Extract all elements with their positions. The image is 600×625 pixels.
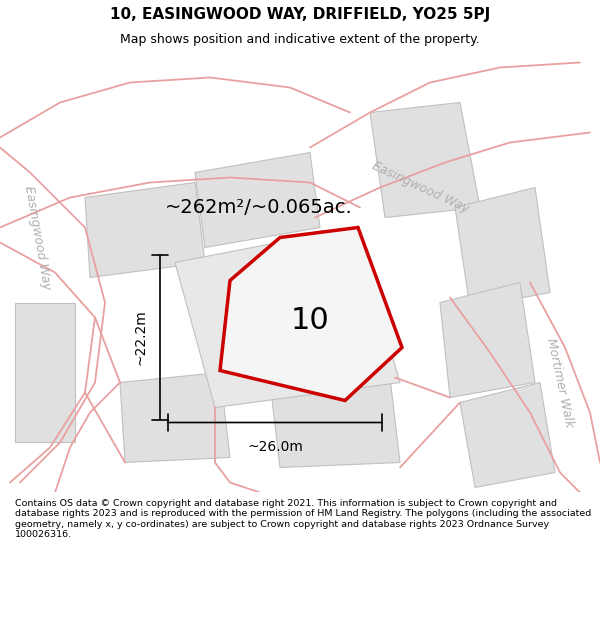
Polygon shape — [440, 282, 535, 398]
Polygon shape — [220, 228, 402, 401]
Polygon shape — [120, 372, 230, 462]
Polygon shape — [195, 152, 320, 248]
Polygon shape — [370, 102, 480, 218]
Text: ~262m²/~0.065ac.: ~262m²/~0.065ac. — [165, 198, 353, 217]
Polygon shape — [270, 378, 400, 468]
Text: 10: 10 — [290, 306, 329, 335]
Polygon shape — [455, 188, 550, 308]
Text: Contains OS data © Crown copyright and database right 2021. This information is : Contains OS data © Crown copyright and d… — [15, 499, 591, 539]
Polygon shape — [85, 182, 205, 278]
Text: ~22.2m: ~22.2m — [134, 309, 148, 366]
Text: Easingwood Way: Easingwood Way — [22, 184, 53, 291]
Polygon shape — [15, 302, 75, 442]
Text: 10, EASINGWOOD WAY, DRIFFIELD, YO25 5PJ: 10, EASINGWOOD WAY, DRIFFIELD, YO25 5PJ — [110, 6, 490, 21]
Text: ~26.0m: ~26.0m — [247, 441, 303, 454]
Polygon shape — [175, 228, 400, 408]
Polygon shape — [460, 382, 555, 488]
Text: Mortimer Walk: Mortimer Walk — [544, 337, 576, 428]
Text: Easingwood Way: Easingwood Way — [370, 159, 470, 216]
Text: Map shows position and indicative extent of the property.: Map shows position and indicative extent… — [120, 32, 480, 46]
